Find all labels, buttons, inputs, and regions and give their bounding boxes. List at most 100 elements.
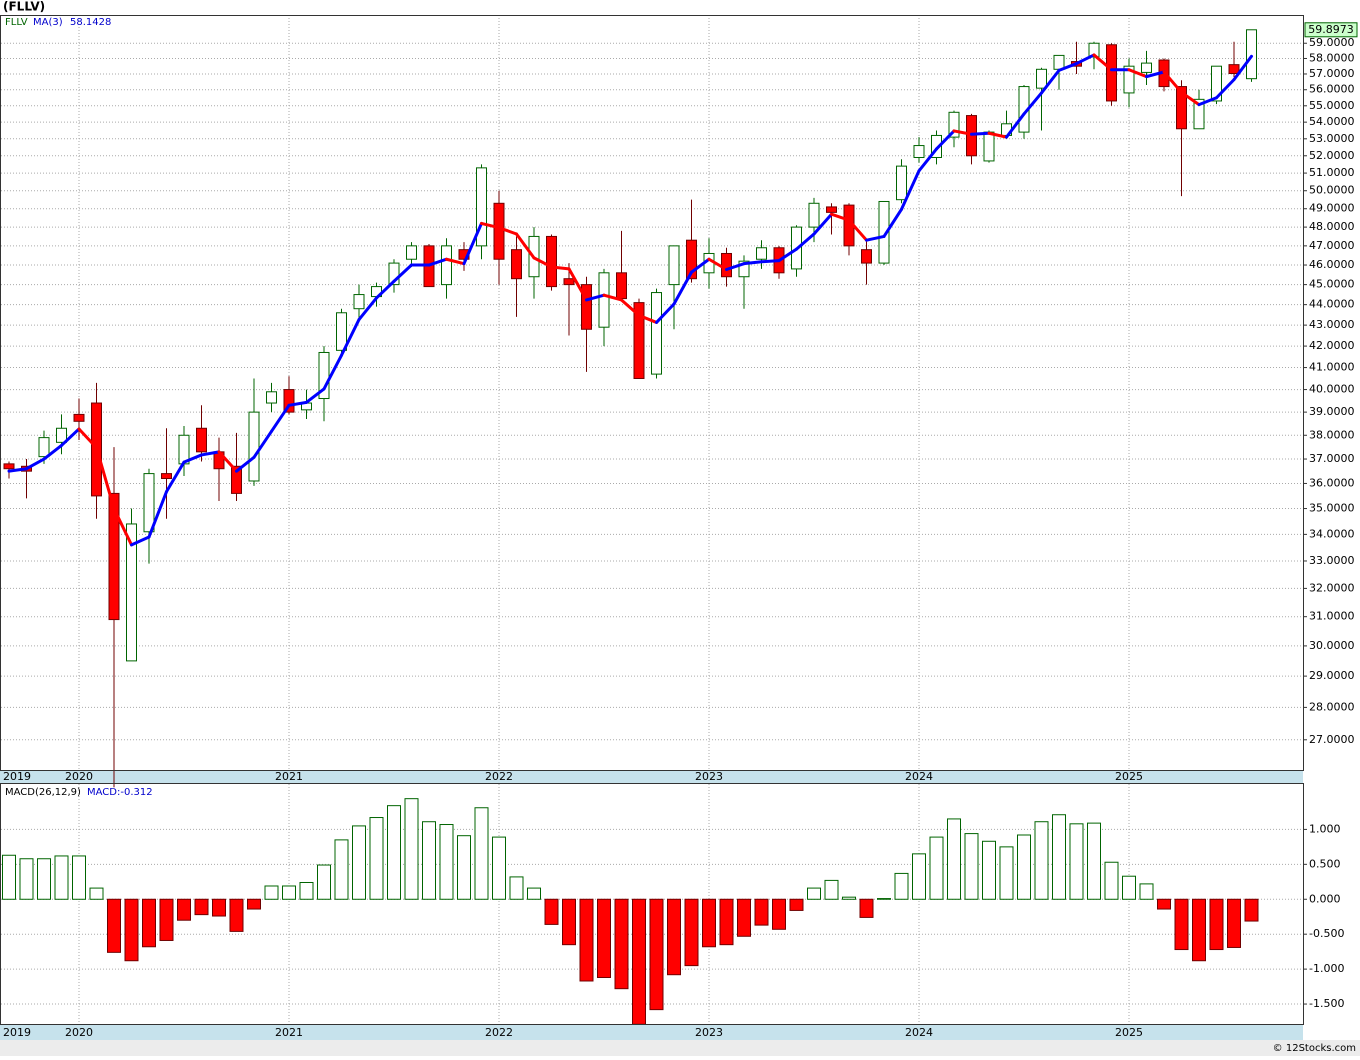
candle-body	[878, 200, 890, 264]
candle-body	[1211, 65, 1222, 102]
candle-body	[1123, 65, 1135, 94]
ma-segment	[235, 455, 256, 473]
macd-bar	[614, 898, 629, 990]
macd-bar	[2, 854, 16, 900]
y-tick-label: 39.0000	[1309, 405, 1355, 418]
y-tick-label: 33.0000	[1309, 554, 1355, 567]
ma-segment	[672, 270, 693, 306]
macd-bar	[1087, 822, 1101, 900]
ma-legend-value: 58.1428	[70, 17, 111, 28]
ma-segment	[1057, 62, 1078, 72]
ma-segment	[1215, 78, 1236, 100]
y-tick-label: 54.0000	[1309, 115, 1355, 128]
macd-bar	[474, 807, 489, 900]
macd-bar	[824, 879, 839, 900]
macd-bar	[737, 898, 751, 937]
ma-segment	[217, 450, 238, 473]
ma-segment	[462, 221, 483, 266]
ma-segment	[550, 265, 571, 271]
plot-layer	[1, 15, 1303, 1025]
ma-segment	[900, 169, 921, 211]
candle-body	[983, 131, 995, 162]
candle-body	[633, 302, 645, 379]
candle-body	[143, 473, 155, 533]
candle-body	[861, 249, 872, 264]
ma-segment	[935, 129, 956, 151]
macd-bar	[632, 898, 646, 1025]
y-tick-label: 27.0000	[1309, 733, 1355, 746]
y-tick-label: 53.0000	[1309, 132, 1355, 145]
ma-segment	[690, 257, 711, 274]
candle-body	[406, 245, 417, 260]
y-tick-label: 35.0000	[1309, 502, 1355, 515]
candle-body	[318, 351, 330, 400]
ma-segment	[287, 400, 308, 407]
macd-bar	[1069, 823, 1084, 900]
candle-body	[756, 247, 767, 260]
ma-segment	[987, 131, 1008, 139]
ma-segment	[270, 403, 291, 433]
candle-body	[948, 111, 960, 138]
x-tick-label: 2023	[695, 1026, 723, 1039]
ma-segment	[882, 207, 903, 238]
macd-bar	[177, 898, 191, 921]
macd-axis-bar	[0, 1025, 1303, 1040]
ma-segment	[375, 279, 396, 300]
macd-legend: MACD(26,12,9)	[5, 787, 81, 798]
macd-bar	[754, 898, 769, 926]
ma-segment	[1145, 70, 1166, 79]
macd-bar	[999, 846, 1014, 900]
ma-segment	[1022, 91, 1043, 116]
ma-segment	[1005, 112, 1026, 139]
ma-segment	[1232, 54, 1253, 82]
ma-segment	[130, 535, 151, 547]
ma-segment	[1040, 68, 1061, 95]
ma-segment	[60, 427, 81, 447]
candle-body	[581, 284, 592, 330]
macd-bar	[719, 898, 734, 946]
ma-segment	[252, 429, 273, 459]
macd-bar	[1174, 898, 1189, 951]
ma-segment	[1075, 53, 1096, 66]
candle-body	[266, 391, 277, 404]
macd-bar	[842, 896, 856, 900]
macd-bar	[807, 887, 821, 900]
x-tick-label: 2020	[65, 1026, 93, 1039]
ma-segment	[620, 298, 641, 317]
candle-body	[721, 252, 732, 278]
macd-bar	[1017, 834, 1031, 900]
macd-bar	[579, 898, 594, 982]
y-tick-label: 48.0000	[1309, 220, 1355, 233]
macd-bar	[859, 898, 874, 918]
ma-segment	[77, 427, 98, 450]
candle-body	[808, 202, 820, 228]
ma-segment	[602, 293, 623, 302]
y-tick-label: 30.0000	[1309, 639, 1355, 652]
candle-body	[1053, 54, 1065, 70]
y-tick-label: 29.0000	[1309, 669, 1355, 682]
candle-body	[56, 427, 67, 443]
macd-bar	[369, 817, 384, 900]
ma-segment	[812, 212, 833, 236]
y-tick-label: 28.0000	[1309, 700, 1355, 713]
y-tick-label: 1.000	[1309, 822, 1341, 835]
y-tick-label: 0.000	[1309, 892, 1341, 905]
last-price-label: 59.8973	[1308, 23, 1354, 36]
ma-segment	[1197, 96, 1218, 107]
macd-bar	[317, 864, 331, 900]
candle-body	[1246, 29, 1257, 80]
candle-body	[38, 437, 50, 458]
candle-body	[668, 245, 680, 286]
macd-bar	[597, 898, 611, 978]
macd-bar	[334, 839, 349, 900]
candle-body	[283, 389, 295, 413]
candle-body	[126, 523, 137, 662]
macd-bar	[282, 885, 296, 900]
ma-segment	[707, 257, 728, 271]
y-tick-label: 45.0000	[1309, 278, 1355, 291]
y-tick-label: 51.0000	[1309, 166, 1355, 179]
candle-body	[1141, 62, 1152, 73]
macd-frame	[0, 783, 1304, 1025]
candle-body	[913, 145, 925, 158]
